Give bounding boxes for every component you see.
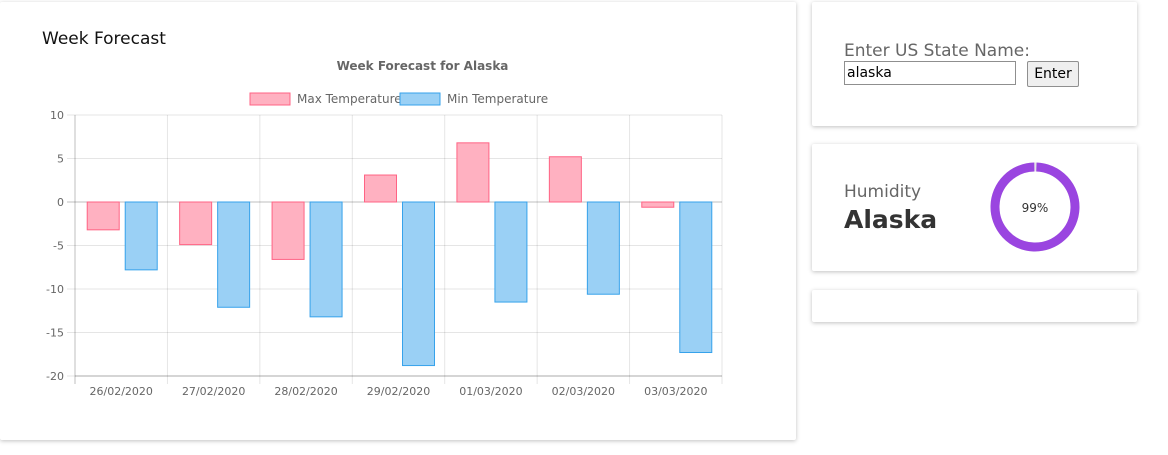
legend-swatch-min xyxy=(399,92,441,106)
y-tick-label: -10 xyxy=(46,283,64,296)
max-temp-bar xyxy=(456,142,490,203)
min-temp-bar xyxy=(217,201,251,308)
y-tick-label: 10 xyxy=(50,109,64,122)
y-tick-label: -15 xyxy=(46,327,64,340)
week-forecast-card: Week Forecast Week Forecast for Alaska Ma… xyxy=(0,2,796,440)
humidity-percent-label: 99% xyxy=(1022,201,1049,215)
min-temp-bar xyxy=(586,201,620,295)
x-tick-label: 27/02/2020 xyxy=(182,385,245,398)
humidity-card: Humidity Alaska 99% xyxy=(812,144,1137,271)
humidity-ring-arc xyxy=(990,162,1080,252)
x-tick-label: 02/03/2020 xyxy=(552,385,615,398)
forecast-bar-chart: Week Forecast for Alaska Max Temperature M… xyxy=(46,59,723,398)
chart-title: Week Forecast for Alaska xyxy=(337,59,509,73)
max-temp-bar xyxy=(364,174,397,203)
y-tick-label: 0 xyxy=(57,196,64,209)
x-tick-label: 03/03/2020 xyxy=(644,385,707,398)
max-temp-bar xyxy=(86,201,120,231)
legend-swatch-max xyxy=(249,92,291,106)
y-tick-label: 5 xyxy=(57,153,64,166)
x-tick-label: 28/02/2020 xyxy=(274,385,337,398)
state-input-label: Enter US State Name: xyxy=(844,41,1030,61)
y-tick-label: -5 xyxy=(53,240,64,253)
state-search-card: Enter US State Name: Enter xyxy=(812,2,1137,126)
max-temp-bar xyxy=(548,156,582,203)
enter-button[interactable]: Enter xyxy=(1027,61,1079,87)
min-temp-bar xyxy=(402,201,435,367)
humidity-label: Humidity xyxy=(844,182,922,202)
min-temp-bar xyxy=(124,201,158,271)
x-tick-label: 26/02/2020 xyxy=(90,385,153,398)
empty-card xyxy=(812,290,1137,322)
x-tick-label: 01/03/2020 xyxy=(459,385,522,398)
max-temp-bar xyxy=(271,201,305,260)
humidity-state-name: Alaska xyxy=(844,205,938,234)
x-tick-label: 29/02/2020 xyxy=(367,385,430,398)
min-temp-bar xyxy=(494,201,528,303)
state-name-input[interactable] xyxy=(844,61,1016,85)
legend-label-min: Min Temperature xyxy=(447,92,548,106)
max-temp-bar xyxy=(641,201,675,208)
min-temp-bar xyxy=(679,201,713,354)
week-forecast-title: Week Forecast xyxy=(42,29,166,49)
legend-label-max: Max Temperature xyxy=(297,92,402,106)
y-tick-label: -20 xyxy=(46,370,64,383)
max-temp-bar xyxy=(179,201,213,246)
min-temp-bar xyxy=(309,201,343,318)
humidity-ring: 99% xyxy=(990,162,1080,252)
